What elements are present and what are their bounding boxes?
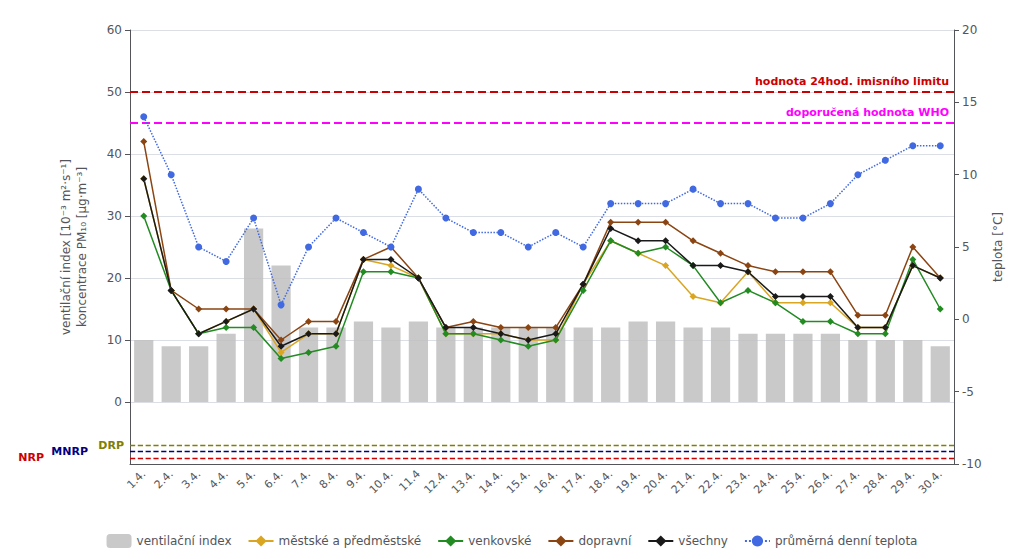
svg-text:8.4.: 8.4.: [317, 467, 341, 491]
svg-text:koncentrace PM₁₀ [μg·m⁻³]: koncentrace PM₁₀ [μg·m⁻³]: [75, 167, 89, 327]
svg-text:23.4.: 23.4.: [724, 467, 753, 496]
svg-text:0: 0: [962, 312, 970, 326]
svg-text:doporučená hodnota WHO: doporučená hodnota WHO: [786, 106, 949, 119]
svg-text:10.4.: 10.4.: [367, 467, 396, 496]
svg-text:2.4.: 2.4.: [152, 467, 176, 491]
svg-text:dopravní: dopravní: [578, 534, 632, 548]
svg-text:20.4.: 20.4.: [641, 467, 670, 496]
svg-text:50: 50: [107, 85, 122, 99]
svg-text:27.4.: 27.4.: [834, 467, 863, 496]
svg-text:60: 60: [107, 23, 122, 37]
svg-text:5.4.: 5.4.: [234, 467, 258, 491]
svg-text:městské a předměstské: městské a předměstské: [279, 534, 422, 548]
svg-text:26.4.: 26.4.: [806, 467, 835, 496]
svg-text:ventilační index: ventilační index: [137, 534, 232, 548]
svg-text:všechny: všechny: [678, 534, 728, 548]
svg-text:6.4.: 6.4.: [262, 467, 286, 491]
svg-text:20: 20: [107, 271, 122, 285]
svg-text:9.4.: 9.4.: [344, 467, 368, 491]
svg-text:21.4.: 21.4.: [669, 467, 698, 496]
svg-text:3.4.: 3.4.: [179, 467, 203, 491]
svg-text:28.4.: 28.4.: [861, 467, 890, 496]
svg-text:průměrná denní teplota: průměrná denní teplota: [775, 534, 918, 548]
svg-text:hodnota 24hod. imisního limitu: hodnota 24hod. imisního limitu: [755, 75, 949, 88]
svg-text:11.4: 11.4: [397, 467, 423, 493]
svg-text:12.4.: 12.4.: [422, 467, 451, 496]
svg-text:40: 40: [107, 147, 122, 161]
svg-text:29.4.: 29.4.: [888, 467, 917, 496]
svg-text:4.4.: 4.4.: [207, 467, 231, 491]
svg-text:NRP: NRP: [18, 451, 44, 464]
svg-text:15.4.: 15.4.: [504, 467, 533, 496]
svg-text:15: 15: [962, 95, 977, 109]
svg-text:30: 30: [107, 209, 122, 223]
svg-text:14.4.: 14.4.: [476, 467, 505, 496]
svg-text:24.4.: 24.4.: [751, 467, 780, 496]
svg-text:0: 0: [114, 395, 122, 409]
svg-text:teplota [°C]: teplota [°C]: [991, 212, 1005, 282]
svg-text:13.4.: 13.4.: [449, 467, 478, 496]
svg-text:DRP: DRP: [98, 439, 124, 452]
svg-text:ventilační index [10⁻³ m²·s⁻¹]: ventilační index [10⁻³ m²·s⁻¹]: [59, 159, 73, 335]
svg-text:-5: -5: [962, 385, 974, 399]
svg-text:10: 10: [962, 168, 977, 182]
svg-text:venkovské: venkovské: [468, 534, 531, 548]
svg-text:20: 20: [962, 23, 977, 37]
svg-text:22.4.: 22.4.: [696, 467, 725, 496]
svg-text:25.4.: 25.4.: [779, 467, 808, 496]
svg-text:30.4.: 30.4.: [916, 467, 945, 496]
svg-text:17.4.: 17.4.: [559, 467, 588, 496]
svg-text:5: 5: [962, 240, 970, 254]
svg-text:10: 10: [107, 333, 122, 347]
svg-text:7.4.: 7.4.: [289, 467, 313, 491]
svg-text:16.4.: 16.4.: [531, 467, 560, 496]
svg-text:MNRP: MNRP: [51, 445, 88, 458]
svg-text:-10: -10: [962, 457, 982, 471]
svg-text:1.4.: 1.4.: [124, 467, 148, 491]
svg-text:19.4.: 19.4.: [614, 467, 643, 496]
svg-text:18.4.: 18.4.: [586, 467, 615, 496]
